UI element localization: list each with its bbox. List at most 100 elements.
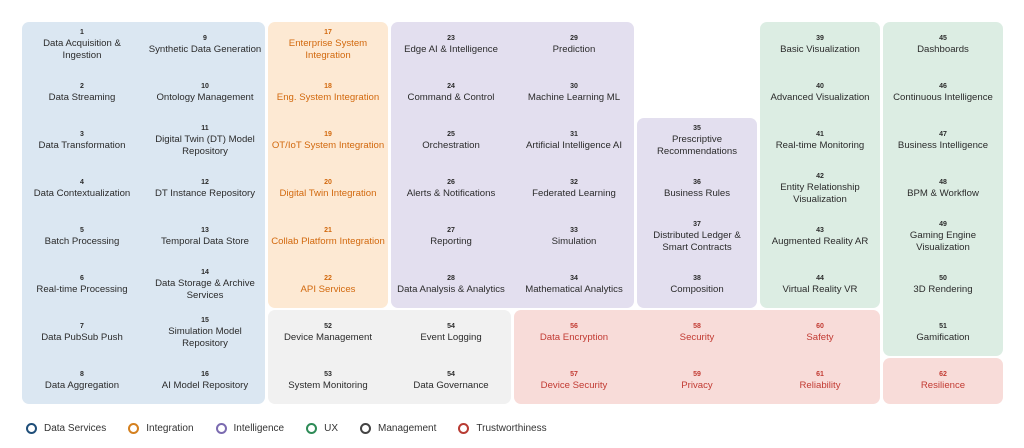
cell-57: 57 Device Security <box>514 358 634 404</box>
cell-17: 17 Enterprise System Integration <box>268 22 388 68</box>
legend-item-data-services: Data Services <box>26 423 106 434</box>
legend-label: UX <box>324 423 339 434</box>
cell-2: 2 Data Streaming <box>22 70 142 116</box>
intelligence-group-b <box>637 118 757 308</box>
cell-number: 11 <box>201 124 209 132</box>
cell-28: 28 Data Analysis & Analytics <box>391 262 511 308</box>
cell-label: Gaming Engine Visualization <box>909 229 977 254</box>
cell-label: Data Transformation <box>38 139 126 151</box>
cell-24: 24 Command & Control <box>391 70 511 116</box>
cell-label: AI Model Repository <box>161 379 249 391</box>
cell-27: 27 Reporting <box>391 214 511 260</box>
cell-label: Federated Learning <box>532 187 616 199</box>
cell-label: Composition <box>670 283 724 295</box>
cell-label: Reporting <box>430 235 472 247</box>
cell-29: 29 Prediction <box>514 22 634 68</box>
cell-label: Event Logging <box>420 331 482 343</box>
cell-number: 39 <box>816 34 824 42</box>
cell-12: 12 DT Instance Repository <box>145 166 265 212</box>
trustworthiness-group-a <box>514 310 880 404</box>
cell-number: 42 <box>816 172 824 180</box>
cell-60: 60 Safety <box>760 310 880 356</box>
cell-number: 32 <box>570 178 578 186</box>
legend-label: Management <box>378 423 437 434</box>
cell-41: 41 Real-time Monitoring <box>760 118 880 164</box>
cell-number: 62 <box>939 370 947 378</box>
cell-number: 43 <box>816 226 824 234</box>
cell-37: 37 Distributed Ledger & Smart Contracts <box>637 214 757 260</box>
cell-number: 57 <box>570 370 578 378</box>
legend-item-ux: UX <box>306 423 338 434</box>
cell-label: Artificial Intelligence AI <box>526 139 622 151</box>
cell-number: 1 <box>80 28 84 36</box>
cell-45: 45 Dashboards <box>883 22 1003 68</box>
cell-label: Data Acquisition & Ingestion <box>43 37 121 62</box>
cell-number: 30 <box>570 82 578 90</box>
cell-1: 1 Data Acquisition & Ingestion <box>22 22 142 68</box>
cell-number: 2 <box>80 82 84 90</box>
ux-group-b <box>883 22 1003 356</box>
cell-label: Enterprise System Integration <box>288 37 368 62</box>
cell-54-event-logging: 54 Event Logging <box>391 310 511 356</box>
cell-20: 20 Digital Twin Integration <box>268 166 388 212</box>
legend-item-management: Management <box>360 423 436 434</box>
cell-33: 33 Simulation <box>514 214 634 260</box>
cell-label: Real-time Monitoring <box>775 139 865 151</box>
cell-number: 59 <box>693 370 701 378</box>
cell-label: BPM & Workflow <box>907 187 979 199</box>
cell-16: 16 AI Model Repository <box>145 358 265 404</box>
cell-number: 3 <box>80 130 84 138</box>
cell-36: 36 Business Rules <box>637 166 757 212</box>
cell-14: 14 Data Storage & Archive Services <box>145 262 265 308</box>
circle-icon <box>306 423 318 434</box>
cell-7: 7 Data PubSub Push <box>22 310 142 356</box>
cell-label: Distributed Ledger & Smart Contracts <box>653 229 741 254</box>
cell-number: 38 <box>693 274 701 282</box>
cell-number: 54 <box>447 322 455 330</box>
cell-5: 5 Batch Processing <box>22 214 142 260</box>
circle-icon <box>26 423 37 434</box>
cell-40: 40 Advanced Visualization <box>760 70 880 116</box>
cell-label: Eng. System Integration <box>276 91 380 103</box>
cell-number: 10 <box>201 82 209 90</box>
cell-label: Ontology Management <box>156 91 254 103</box>
cell-number: 41 <box>816 130 824 138</box>
cell-25: 25 Orchestration <box>391 118 511 164</box>
cell-number: 26 <box>447 178 455 186</box>
cell-label: Resilience <box>920 379 966 391</box>
cell-label: OT/IoT System Integration <box>271 139 385 151</box>
cell-label: Device Security <box>540 379 608 391</box>
cell-label: Simulation Model Repository <box>168 325 242 350</box>
cell-number: 56 <box>570 322 578 330</box>
cell-number: 22 <box>324 274 332 282</box>
ux-group-a <box>760 22 880 308</box>
cell-label: Basic Visualization <box>780 43 860 55</box>
cell-3: 3 Data Transformation <box>22 118 142 164</box>
cell-30: 30 Machine Learning ML <box>514 70 634 116</box>
cell-number: 17 <box>324 28 332 36</box>
cell-56: 56 Data Encryption <box>514 310 634 356</box>
cell-number: 23 <box>447 34 455 42</box>
cell-label: Simulation <box>551 235 597 247</box>
cell-43: 43 Augmented Reality AR <box>760 214 880 260</box>
trustworthiness-group-b <box>883 358 1003 404</box>
cell-label: API Services <box>300 283 356 295</box>
cell-label: Continuous Intelligence <box>893 91 993 103</box>
cell-11: 11 Digital Twin (DT) Model Repository <box>145 118 265 164</box>
cell-13: 13 Temporal Data Store <box>145 214 265 260</box>
cell-number: 35 <box>693 124 701 132</box>
cell-62: 62 Resilience <box>883 358 1003 404</box>
cell-number: 40 <box>816 82 824 90</box>
cell-number: 51 <box>939 322 947 330</box>
cell-label: Data Storage & Archive Services <box>155 277 255 302</box>
cell-label: Machine Learning ML <box>527 91 621 103</box>
cell-label: Digital Twin Integration <box>279 187 377 199</box>
cell-38: 38 Composition <box>637 262 757 308</box>
cell-number: 25 <box>447 130 455 138</box>
cell-19: 19 OT/IoT System Integration <box>268 118 388 164</box>
cell-label: 3D Rendering <box>913 283 973 295</box>
circle-icon <box>215 423 227 434</box>
cell-label: Security <box>679 331 715 343</box>
cell-number: 37 <box>693 220 701 228</box>
cell-label: Orchestration <box>422 139 480 151</box>
